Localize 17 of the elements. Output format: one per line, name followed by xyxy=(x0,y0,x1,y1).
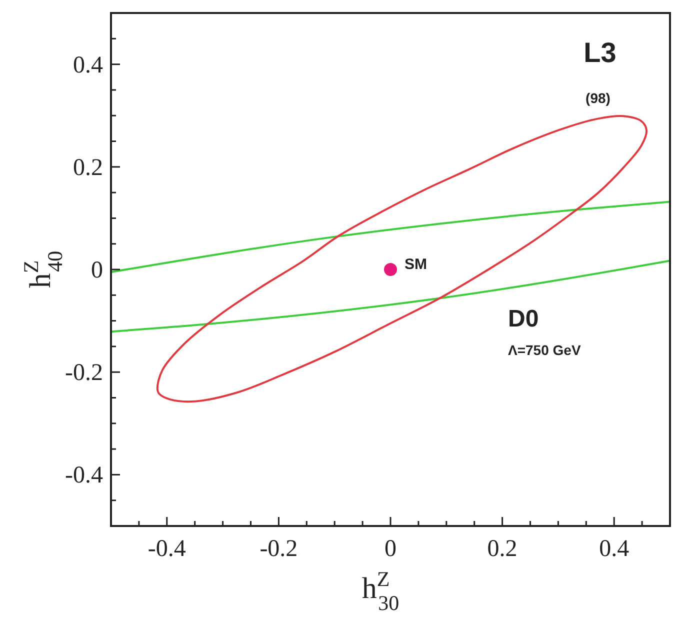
annotation: (98) xyxy=(586,90,610,106)
annotation: D0 xyxy=(508,305,539,332)
y-tick-label: -0.2 xyxy=(65,360,103,386)
line-series xyxy=(111,260,670,333)
annotation: L3 xyxy=(584,36,616,68)
x-tick-label: 0.4 xyxy=(599,536,630,562)
y-tick-label: -0.4 xyxy=(65,462,103,489)
x-tick-label: -0.2 xyxy=(260,536,298,562)
annotation: SM xyxy=(404,256,427,273)
y-tick-label: 0.2 xyxy=(73,154,103,181)
y-tick-label: 0.4 xyxy=(73,52,103,78)
x-tick-label: -0.4 xyxy=(148,536,186,562)
x-tick-label: 0.2 xyxy=(487,536,518,562)
annotation: Λ=750 GeV xyxy=(508,342,582,358)
x-tick-label: 0 xyxy=(384,536,396,562)
y-tick-label: 0 xyxy=(91,258,103,284)
line-series xyxy=(111,200,670,274)
